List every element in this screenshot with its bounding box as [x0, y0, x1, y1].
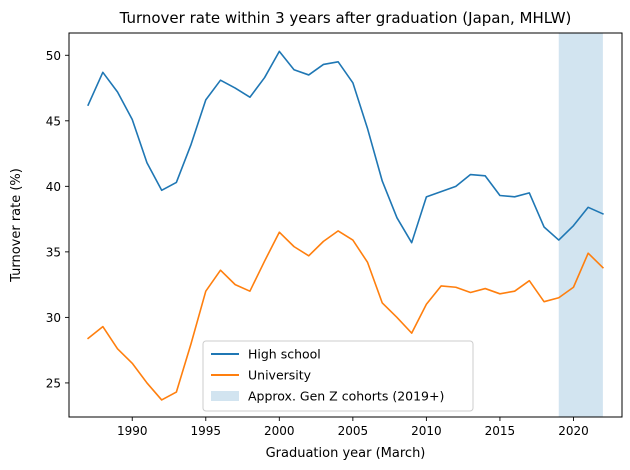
- x-tick-label: 1990: [117, 424, 148, 438]
- x-tick-label: 2020: [558, 424, 589, 438]
- x-tick-label: 2010: [411, 424, 442, 438]
- legend-label-gen-z-region: Approx. Gen Z cohorts (2019+): [248, 389, 444, 404]
- y-tick-label: 40: [46, 180, 61, 194]
- y-axis-ticks: 25 30 35 40 45 50: [46, 49, 69, 390]
- y-tick-label: 45: [46, 114, 61, 128]
- series-line-university: [86, 230, 605, 401]
- series-line-high-school: [87, 50, 604, 244]
- legend-swatch-gen-z-region: [211, 391, 239, 401]
- y-tick-label: 35: [46, 245, 61, 259]
- legend-label-university: University: [248, 368, 312, 383]
- plot-area-frame: [68, 32, 623, 418]
- shade-layer: [558, 33, 603, 417]
- series-layer: [86, 50, 605, 401]
- chart-title: Turnover rate within 3 years after gradu…: [119, 9, 572, 27]
- x-axis-label: Graduation year (March): [266, 446, 426, 461]
- y-tick-label: 25: [46, 376, 61, 390]
- y-axis-label: Turnover rate (%): [9, 168, 24, 283]
- y-tick-label: 50: [46, 49, 61, 63]
- legend-box: [202, 340, 474, 412]
- x-tick-label: 2015: [485, 424, 516, 438]
- x-tick-label: 2005: [338, 424, 369, 438]
- gen-z-shaded-region: [558, 33, 603, 417]
- legend-label-high-school: High school: [248, 347, 321, 362]
- legend: High school University Approx. Gen Z coh…: [202, 340, 474, 412]
- x-tick-label: 2000: [264, 424, 295, 438]
- x-tick-label: 1995: [191, 424, 222, 438]
- x-axis-ticks: 1990 1995 2000 2005 2010 2015 2020: [117, 417, 589, 438]
- y-tick-label: 30: [46, 311, 61, 325]
